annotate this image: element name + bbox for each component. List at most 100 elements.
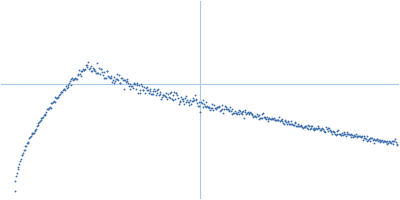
Point [363,138,369,141]
Point [68,83,74,86]
Point [203,100,210,103]
Point [389,139,395,142]
Point [46,107,52,110]
Point [364,135,370,138]
Point [86,66,93,69]
Point [380,139,387,143]
Point [67,79,73,82]
Point [30,131,36,135]
Point [26,137,32,140]
Point [166,95,172,99]
Point [106,75,112,78]
Point [34,123,41,126]
Point [127,82,134,85]
Point [288,120,295,123]
Point [248,111,254,114]
Point [372,138,378,141]
Point [386,141,393,144]
Point [370,139,376,142]
Point [140,88,146,91]
Point [390,142,396,145]
Point [208,106,214,110]
Point [284,122,290,125]
Point [215,106,221,109]
Point [31,129,38,132]
Point [381,139,388,143]
Point [77,73,83,76]
Point [125,81,131,85]
Point [64,85,71,89]
Point [172,91,179,94]
Point [207,109,213,112]
Point [152,93,159,97]
Point [197,110,204,113]
Point [356,135,362,138]
Point [304,126,310,130]
Point [264,115,270,118]
Point [53,96,59,99]
Point [39,117,46,120]
Point [314,128,320,131]
Point [176,102,182,106]
Point [383,140,389,143]
Point [370,141,377,144]
Point [299,126,306,129]
Point [113,77,119,80]
Point [346,133,352,136]
Point [291,121,298,124]
Point [43,110,49,114]
Point [12,180,19,183]
Point [192,93,198,96]
Point [264,118,271,121]
Point [211,103,217,106]
Point [376,139,382,142]
Point [365,138,371,142]
Point [356,135,363,138]
Point [373,138,379,142]
Point [319,127,325,130]
Point [348,136,354,139]
Point [100,76,107,79]
Point [346,134,353,137]
Point [384,140,390,143]
Point [250,115,256,119]
Point [98,68,104,71]
Point [229,112,236,115]
Point [225,107,231,110]
Point [145,88,151,91]
Point [289,122,296,126]
Point [110,76,117,79]
Point [232,111,239,114]
Point [27,136,33,139]
Point [57,93,63,96]
Point [116,73,122,76]
Point [124,77,130,81]
Point [276,116,282,119]
Point [344,132,351,135]
Point [86,68,92,71]
Point [106,77,113,80]
Point [24,141,31,145]
Point [147,89,154,93]
Point [260,111,266,115]
Point [128,85,134,88]
Point [278,120,285,123]
Point [78,69,84,72]
Point [93,72,99,75]
Point [190,99,196,102]
Point [44,108,50,111]
Point [367,139,374,142]
Point [258,116,265,119]
Point [268,117,275,120]
Point [50,99,57,102]
Point [85,60,92,64]
Point [368,137,374,140]
Point [375,139,381,143]
Point [300,126,306,130]
Point [154,89,160,92]
Point [38,118,44,121]
Point [392,140,399,143]
Point [258,117,264,120]
Point [298,124,304,127]
Point [58,90,65,93]
